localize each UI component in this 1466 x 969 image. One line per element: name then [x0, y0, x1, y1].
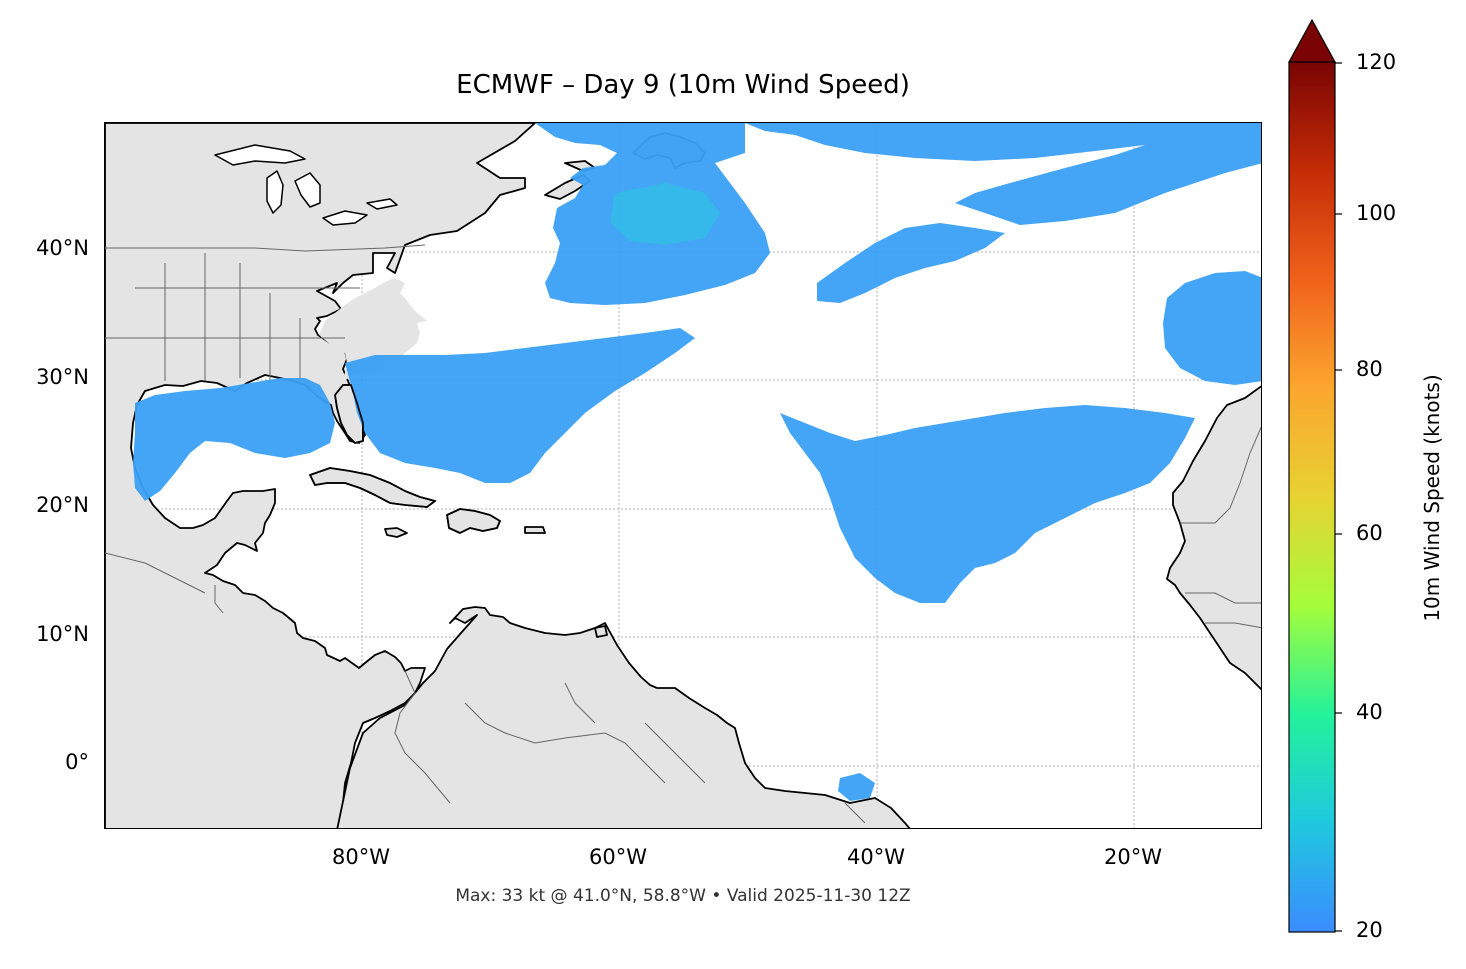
colorbar-extend-arrow: [1288, 18, 1337, 63]
wind-core-max: [610, 183, 720, 245]
land-trinidad: [594, 625, 608, 638]
map-title: ECMWF – Day 9 (10m Wind Speed): [456, 70, 910, 100]
wind-patch-brazil: [838, 773, 875, 801]
borders: [105, 244, 1261, 824]
lon-label-20w: 20°W: [1104, 845, 1162, 869]
lat-label-40n: 40°N: [36, 236, 89, 260]
wind-patch-azores: [1163, 271, 1261, 385]
lon-label-60w: 60°W: [589, 845, 647, 869]
lat-label-10n: 10°N: [36, 622, 89, 646]
colorbar-label: 10m Wind Speed (knots): [1420, 374, 1444, 622]
wind-patch-mid-atlantic: [817, 223, 1005, 303]
lat-label-30n: 30°N: [36, 365, 89, 389]
wind-patch-west-atlantic: [345, 328, 695, 483]
colorbar: [1288, 18, 1342, 933]
lat-label-20n: 20°N: [36, 493, 89, 517]
colorbar-tick-80: 80: [1356, 357, 1383, 381]
wind-patch-central-atlantic: [780, 405, 1195, 603]
land-africa: [1166, 385, 1261, 691]
coastline-overlay: [308, 384, 502, 534]
wind-speed-field: [133, 123, 1261, 801]
colorbar-tick-60: 60: [1356, 521, 1383, 545]
wind-patch-north-atlantic: [745, 123, 1261, 225]
map-canvas: [105, 123, 1261, 828]
great-lakes: [214, 144, 398, 226]
colorbar-tick-120: 120: [1356, 50, 1397, 74]
lon-label-80w: 80°W: [332, 845, 390, 869]
map-panel: [104, 122, 1262, 829]
land-cuba: [309, 467, 436, 508]
wind-patch-gulf: [133, 378, 335, 501]
map-footer-caption: Max: 33 kt @ 41.0°N, 58.8°W • Valid 2025…: [455, 886, 911, 906]
colorbar-tick-20: 20: [1356, 918, 1383, 942]
land-puerto-rico: [524, 526, 546, 534]
lon-label-40w: 40°W: [847, 845, 905, 869]
colorbar-gradient: [1288, 61, 1336, 933]
land-jamaica: [384, 527, 408, 538]
colorbar-tick-100: 100: [1356, 201, 1397, 225]
colorbar-tick-marks: [1335, 62, 1342, 932]
colorbar-tick-40: 40: [1356, 700, 1383, 724]
land-south-america: [336, 606, 911, 828]
lat-label-0: 0°: [65, 750, 89, 774]
